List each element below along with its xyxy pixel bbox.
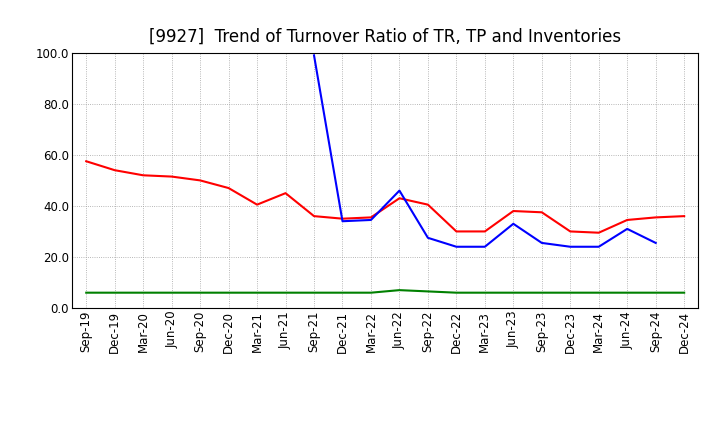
Trade Receivables — [566, 229, 575, 234]
Trade Receivables — [110, 168, 119, 173]
Trade Payables — [652, 240, 660, 246]
Trade Receivables — [652, 215, 660, 220]
Trade Receivables — [509, 209, 518, 214]
Inventories — [423, 289, 432, 294]
Trade Payables — [338, 219, 347, 224]
Trade Payables — [452, 244, 461, 249]
Inventories — [452, 290, 461, 295]
Trade Receivables — [480, 229, 489, 234]
Inventories — [167, 290, 176, 295]
Inventories — [480, 290, 489, 295]
Inventories — [537, 290, 546, 295]
Inventories — [139, 290, 148, 295]
Inventories — [196, 290, 204, 295]
Trade Receivables — [310, 213, 318, 219]
Trade Payables — [537, 240, 546, 246]
Trade Receivables — [282, 191, 290, 196]
Trade Receivables — [452, 229, 461, 234]
Trade Payables — [366, 217, 375, 223]
Trade Receivables — [595, 230, 603, 235]
Line: Trade Receivables: Trade Receivables — [86, 161, 684, 233]
Trade Payables — [423, 235, 432, 240]
Trade Receivables — [196, 178, 204, 183]
Title: [9927]  Trend of Turnover Ratio of TR, TP and Inventories: [9927] Trend of Turnover Ratio of TR, TP… — [149, 28, 621, 46]
Trade Receivables — [366, 215, 375, 220]
Inventories — [395, 287, 404, 293]
Trade Receivables — [338, 216, 347, 221]
Inventories — [82, 290, 91, 295]
Inventories — [366, 290, 375, 295]
Inventories — [652, 290, 660, 295]
Trade Receivables — [423, 202, 432, 207]
Trade Payables — [395, 188, 404, 193]
Trade Payables — [623, 226, 631, 231]
Inventories — [225, 290, 233, 295]
Trade Payables — [509, 221, 518, 227]
Inventories — [310, 290, 318, 295]
Trade Payables — [566, 244, 575, 249]
Trade Receivables — [537, 210, 546, 215]
Trade Receivables — [395, 196, 404, 201]
Line: Trade Payables: Trade Payables — [314, 55, 656, 247]
Trade Receivables — [623, 217, 631, 223]
Line: Inventories: Inventories — [86, 290, 684, 293]
Inventories — [338, 290, 347, 295]
Inventories — [282, 290, 290, 295]
Trade Receivables — [167, 174, 176, 179]
Trade Payables — [480, 244, 489, 249]
Trade Receivables — [225, 185, 233, 191]
Inventories — [595, 290, 603, 295]
Inventories — [509, 290, 518, 295]
Inventories — [680, 290, 688, 295]
Trade Receivables — [139, 172, 148, 178]
Inventories — [253, 290, 261, 295]
Trade Payables — [595, 244, 603, 249]
Trade Receivables — [82, 159, 91, 164]
Inventories — [566, 290, 575, 295]
Inventories — [623, 290, 631, 295]
Inventories — [110, 290, 119, 295]
Trade Receivables — [253, 202, 261, 207]
Trade Payables — [310, 53, 318, 58]
Trade Receivables — [680, 213, 688, 219]
